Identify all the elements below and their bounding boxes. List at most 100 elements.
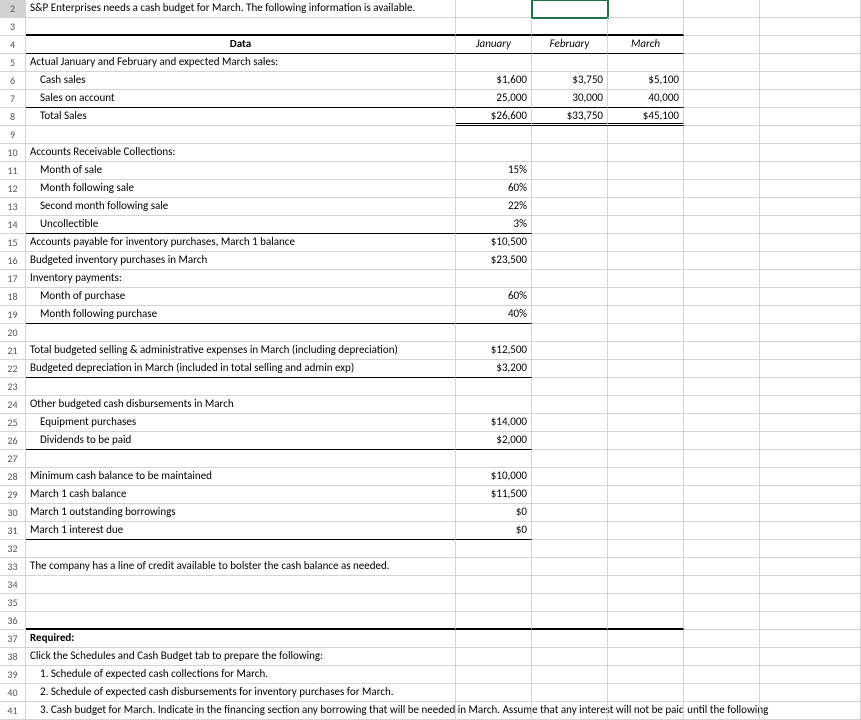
row-header[interactable]: 32: [0, 540, 26, 558]
req-intro[interactable]: Click the Schedules and Cash Budget tab …: [26, 648, 456, 666]
ar-collections-heading[interactable]: Accounts Receivable Collections:: [26, 144, 456, 162]
interest-due-label[interactable]: March 1 interest due: [26, 522, 456, 540]
sales-heading[interactable]: Actual January and February and expected…: [26, 54, 456, 72]
row-header[interactable]: 12: [0, 180, 26, 198]
min-cash-label[interactable]: Minimum cash balance to be maintained: [26, 468, 456, 486]
second-month-label[interactable]: Second month following sale: [26, 198, 456, 216]
uncollectible-pct[interactable]: 3%: [456, 216, 532, 234]
row-header[interactable]: 6: [0, 72, 26, 90]
row-header[interactable]: 39: [0, 666, 26, 684]
cash-sales-feb[interactable]: $3,750: [532, 72, 608, 90]
total-sales-feb[interactable]: $33,750: [532, 108, 608, 126]
month-purchase-pct[interactable]: 60%: [456, 288, 532, 306]
outstanding-borrow-val[interactable]: $0: [456, 504, 532, 522]
row-header[interactable]: 38: [0, 648, 26, 666]
row-header[interactable]: 24: [0, 396, 26, 414]
row-header[interactable]: 34: [0, 576, 26, 594]
row-header[interactable]: 30: [0, 504, 26, 522]
row-header[interactable]: 18: [0, 288, 26, 306]
cell-g4[interactable]: [760, 36, 861, 54]
row-header[interactable]: 26: [0, 432, 26, 450]
depreciation-label[interactable]: Budgeted depreciation in March (included…: [26, 360, 456, 378]
spreadsheet-grid[interactable]: 2 S&P Enterprises needs a cash budget fo…: [0, 0, 861, 720]
cell-c2[interactable]: [456, 0, 532, 18]
month-follow-purchase-label[interactable]: Month following purchase: [26, 306, 456, 324]
row-header[interactable]: 25: [0, 414, 26, 432]
row-header[interactable]: 8: [0, 108, 26, 126]
row-header[interactable]: 3: [0, 18, 26, 36]
row-header[interactable]: 17: [0, 270, 26, 288]
col-january[interactable]: January: [456, 36, 532, 54]
line-of-credit-text[interactable]: The company has a line of credit availab…: [26, 558, 456, 576]
row-header[interactable]: 5: [0, 54, 26, 72]
dividends-val[interactable]: $2,000: [456, 432, 532, 450]
req-3[interactable]: 3. Cash budget for March. Indicate in th…: [26, 702, 456, 720]
row-header[interactable]: 28: [0, 468, 26, 486]
ap-balance-label[interactable]: Accounts payable for inventory purchases…: [26, 234, 456, 252]
row-header[interactable]: 19: [0, 306, 26, 324]
row-header[interactable]: 23: [0, 378, 26, 396]
cell-f3[interactable]: [684, 18, 760, 36]
sales-account-jan[interactable]: 25,000: [456, 90, 532, 108]
depreciation-val[interactable]: $3,200: [456, 360, 532, 378]
cell-b3[interactable]: [26, 18, 456, 36]
sales-account-feb[interactable]: 30,000: [532, 90, 608, 108]
sales-account-mar[interactable]: 40,000: [608, 90, 684, 108]
total-sales-label[interactable]: Total Sales: [26, 108, 456, 126]
march-cash-val[interactable]: $11,500: [456, 486, 532, 504]
ap-balance-val[interactable]: $10,500: [456, 234, 532, 252]
row-header[interactable]: 21: [0, 342, 26, 360]
row-header[interactable]: 10: [0, 144, 26, 162]
cell-b2[interactable]: S&P Enterprises needs a cash budget for …: [26, 0, 456, 18]
total-sales-jan[interactable]: $26,600: [456, 108, 532, 126]
required-heading[interactable]: Required:: [26, 630, 456, 648]
row-header[interactable]: 2: [0, 0, 26, 18]
cell-g3[interactable]: [760, 18, 861, 36]
col-february[interactable]: February: [532, 36, 608, 54]
row-header[interactable]: 41: [0, 702, 26, 720]
interest-due-val[interactable]: $0: [456, 522, 532, 540]
total-sales-mar[interactable]: $45,100: [608, 108, 684, 126]
data-heading[interactable]: Data: [26, 36, 456, 54]
cell-f4[interactable]: [684, 36, 760, 54]
month-follow-purchase-pct[interactable]: 40%: [456, 306, 532, 324]
row-header[interactable]: 16: [0, 252, 26, 270]
inv-payments-heading[interactable]: Inventory payments:: [26, 270, 456, 288]
uncollectible-label[interactable]: Uncollectible: [26, 216, 456, 234]
cell-e3[interactable]: [608, 18, 684, 36]
row-header[interactable]: 15: [0, 234, 26, 252]
row-header[interactable]: 33: [0, 558, 26, 576]
req-2[interactable]: 2. Schedule of expected cash disbursemen…: [26, 684, 456, 702]
row-header[interactable]: 4: [0, 36, 26, 54]
outstanding-borrow-label[interactable]: March 1 outstanding borrowings: [26, 504, 456, 522]
cell-g2[interactable]: [760, 0, 861, 18]
row-header[interactable]: 14: [0, 216, 26, 234]
cell-c3[interactable]: [456, 18, 532, 36]
budget-inv-label[interactable]: Budgeted inventory purchases in March: [26, 252, 456, 270]
month-of-sale-pct[interactable]: 15%: [456, 162, 532, 180]
month-of-sale-label[interactable]: Month of sale: [26, 162, 456, 180]
dividends-label[interactable]: Dividends to be paid: [26, 432, 456, 450]
cell-f2[interactable]: [684, 0, 760, 18]
cash-sales-jan[interactable]: $1,600: [456, 72, 532, 90]
row-header[interactable]: 20: [0, 324, 26, 342]
month-purchase-label[interactable]: Month of purchase: [26, 288, 456, 306]
min-cash-val[interactable]: $10,000: [456, 468, 532, 486]
cell-d3[interactable]: [532, 18, 608, 36]
row-header[interactable]: 36: [0, 612, 26, 630]
row-header[interactable]: 35: [0, 594, 26, 612]
month-following-pct[interactable]: 60%: [456, 180, 532, 198]
row-header[interactable]: 13: [0, 198, 26, 216]
row-header[interactable]: 22: [0, 360, 26, 378]
row-header[interactable]: 7: [0, 90, 26, 108]
req-1[interactable]: 1. Schedule of expected cash collections…: [26, 666, 456, 684]
col-march[interactable]: March: [608, 36, 684, 54]
row-header[interactable]: 29: [0, 486, 26, 504]
other-disbursements-heading[interactable]: Other budgeted cash disbursements in Mar…: [26, 396, 456, 414]
selling-admin-val[interactable]: $12,500: [456, 342, 532, 360]
row-header[interactable]: 27: [0, 450, 26, 468]
row-header[interactable]: 11: [0, 162, 26, 180]
sales-account-label[interactable]: Sales on account: [26, 90, 456, 108]
row-header[interactable]: 37: [0, 630, 26, 648]
row-header[interactable]: 40: [0, 684, 26, 702]
